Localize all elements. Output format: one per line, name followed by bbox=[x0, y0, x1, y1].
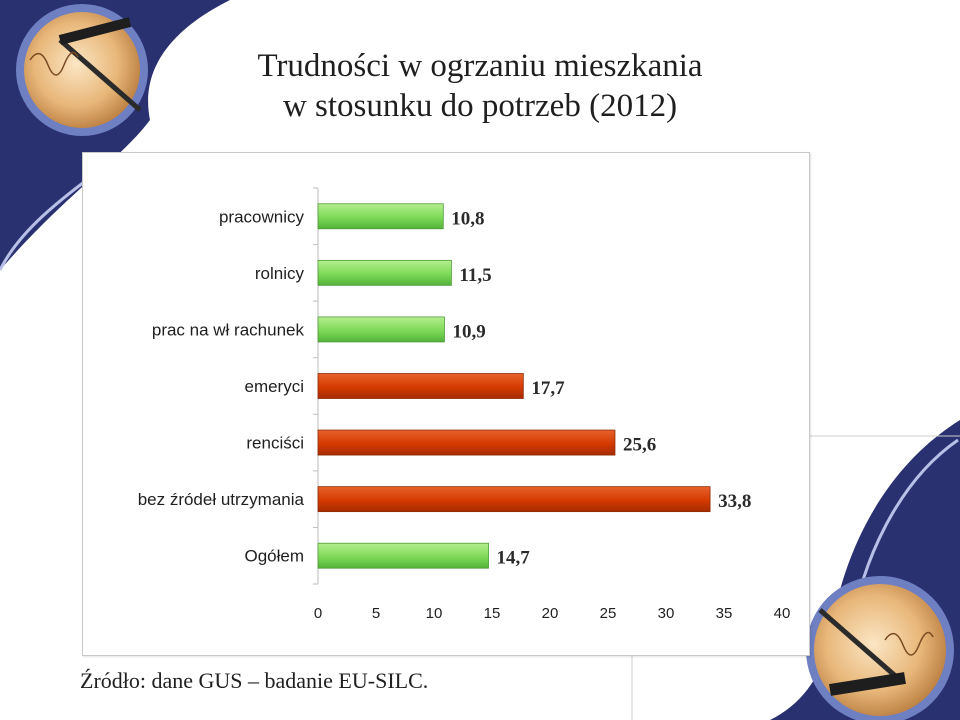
bar bbox=[317, 259, 452, 286]
data-label: 33,8 bbox=[718, 491, 751, 512]
data-label: 17,7 bbox=[531, 378, 565, 399]
category-label: prac na wł rachunek bbox=[152, 320, 305, 339]
data-label: 11,5 bbox=[459, 265, 491, 286]
data-label: 14,7 bbox=[497, 548, 531, 569]
bar-chart: pracownicy 10,8 rolnicy 11,5 prac na wł rach… bbox=[138, 187, 791, 622]
x-tick-label: 15 bbox=[484, 605, 501, 622]
x-tick-label: 25 bbox=[600, 605, 617, 622]
title-line-1: Trudności w ogrzaniu mieszkania bbox=[257, 48, 703, 84]
title-line-2: w stosunku do potrzeb (2012) bbox=[282, 88, 678, 124]
data-label: 25,6 bbox=[623, 435, 656, 456]
bar bbox=[317, 486, 711, 513]
x-tick-label: 30 bbox=[658, 605, 675, 622]
data-label: 10,8 bbox=[451, 208, 484, 229]
category-label: rolnicy bbox=[255, 264, 305, 283]
bar bbox=[317, 429, 616, 456]
pen-photo-top-left bbox=[16, 4, 148, 136]
x-tick-label: 40 bbox=[774, 605, 791, 622]
x-tick-label: 20 bbox=[542, 605, 559, 622]
x-tick-label: 5 bbox=[372, 605, 380, 622]
bar bbox=[317, 316, 445, 343]
category-label: bez źródeł utrzymania bbox=[138, 490, 305, 509]
x-tick-label: 10 bbox=[426, 605, 443, 622]
category-label: emeryci bbox=[244, 377, 304, 396]
category-label: Ogółem bbox=[244, 547, 304, 566]
bar bbox=[317, 373, 524, 399]
source-note: Źródło: dane GUS – badanie EU-SILC. bbox=[80, 668, 429, 693]
chart-frame bbox=[82, 152, 810, 656]
category-label: pracownicy bbox=[219, 207, 305, 226]
data-label: 10,9 bbox=[452, 321, 485, 342]
category-label: renciści bbox=[246, 434, 304, 453]
x-tick-label: 35 bbox=[716, 605, 733, 622]
pen-photo-bottom-right bbox=[806, 576, 954, 720]
bar bbox=[317, 203, 444, 230]
x-tick-label: 0 bbox=[314, 605, 322, 622]
bar bbox=[317, 542, 489, 569]
slide-title: Trudności w ogrzaniu mieszkania w stosun… bbox=[140, 46, 820, 126]
